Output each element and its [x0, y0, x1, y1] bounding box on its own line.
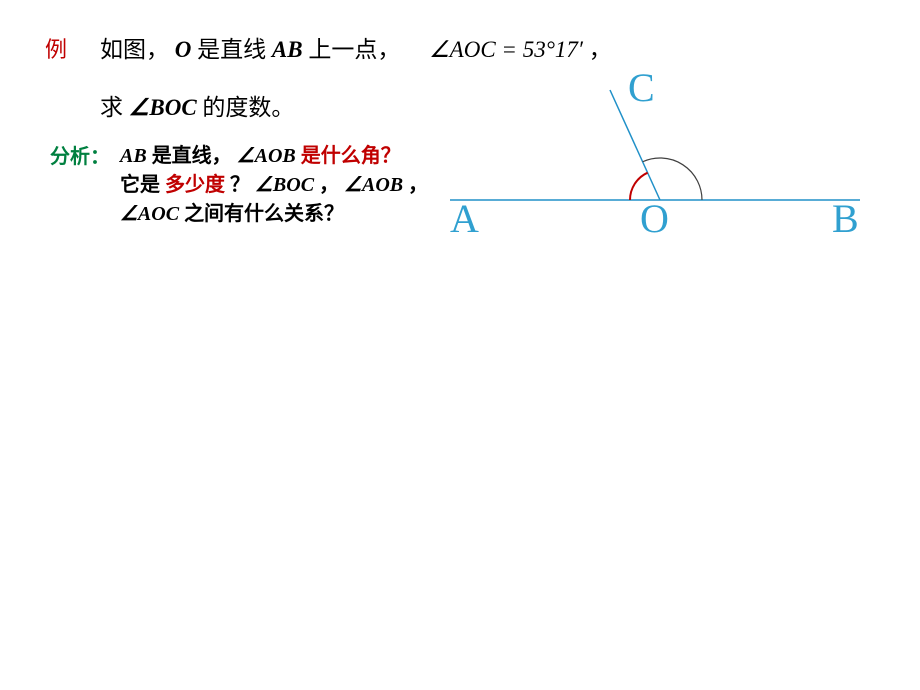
- an-angle-aob2: ∠AOB: [344, 174, 403, 196]
- an-text-3: 之间有什么关系？: [184, 203, 344, 225]
- label-A: A: [450, 195, 479, 242]
- label-B: B: [832, 195, 859, 242]
- angle-boc: ∠BOC: [129, 95, 197, 120]
- analysis-label: 分析：: [50, 140, 110, 169]
- an-red-1: 是什么角？: [301, 145, 401, 167]
- label-O: O: [640, 195, 669, 242]
- an-text-2b: ？: [230, 174, 250, 196]
- problem-line-1: 如图， O 是直线 AB 上一点， ∠AOC = 53°17′ ，: [100, 30, 612, 64]
- an-angle-aob: ∠AOB: [237, 145, 296, 167]
- text-qiu: 求: [100, 95, 129, 120]
- var-AB: AB: [272, 37, 303, 62]
- text-point-on: 上一点，: [308, 37, 400, 62]
- text-degree: 的度数。: [202, 95, 294, 120]
- var-O: O: [175, 37, 192, 62]
- comma-1: ，: [589, 37, 612, 62]
- example-label: 例: [45, 32, 67, 64]
- page-root: 例 如图， O 是直线 AB 上一点， ∠AOC = 53°17′ ， 求 ∠B…: [0, 0, 920, 690]
- an-red-2: 多少度: [165, 174, 225, 196]
- an-text-1: 是直线，: [152, 145, 232, 167]
- angle-aoc-eq: ∠AOC = 53°17′: [429, 37, 583, 62]
- an-comma-2: ，: [408, 174, 428, 196]
- problem-line-2: 求 ∠BOC 的度数。: [100, 88, 294, 122]
- label-C: C: [628, 64, 655, 111]
- an-angle-boc: ∠BOC: [255, 174, 314, 196]
- text-rutu: 如图，: [100, 37, 169, 62]
- an-angle-aoc: ∠AOC: [120, 203, 179, 225]
- text-is-line: 是直线: [197, 37, 272, 62]
- an-var-AB: AB: [120, 145, 147, 167]
- an-text-2a: 它是: [120, 174, 160, 196]
- geometry-diagram: A O B C: [440, 70, 890, 250]
- analysis-line-3: ∠AOC 之间有什么关系？: [120, 197, 344, 226]
- analysis-line-1: AB 是直线， ∠AOB 是什么角？: [120, 139, 401, 168]
- analysis-line-2: 它是 多少度 ？ ∠BOC ， ∠AOB ，: [120, 168, 428, 197]
- an-comma-1: ，: [319, 174, 339, 196]
